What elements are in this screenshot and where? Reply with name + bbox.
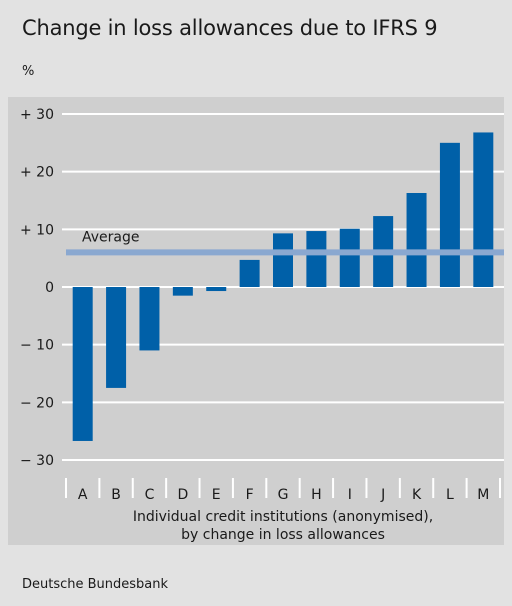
x-tick-label: G — [278, 487, 289, 503]
y-tick-label: + 30 — [20, 107, 54, 123]
x-tick-label: J — [380, 487, 385, 503]
unit-label: % — [22, 64, 35, 79]
y-tick-label: + 10 — [20, 222, 54, 238]
bar — [473, 132, 494, 287]
x-tick-label: B — [111, 487, 121, 503]
x-tick-label: D — [177, 487, 188, 503]
bar — [406, 193, 427, 287]
bar — [273, 233, 293, 287]
x-tick-label: A — [78, 487, 88, 503]
source-label: Deutsche Bundesbank — [22, 577, 169, 592]
x-tick-label: K — [412, 487, 422, 503]
bar — [106, 287, 127, 388]
bar — [72, 287, 93, 441]
x-axis-label: Individual credit institutions (anonymis… — [133, 509, 433, 525]
bar — [172, 287, 193, 296]
x-tick-label: H — [311, 487, 322, 503]
x-tick-label: C — [145, 487, 155, 503]
y-tick-label: + 20 — [20, 165, 54, 181]
x-tick-label: E — [212, 487, 221, 503]
average-label: Average — [82, 229, 140, 245]
chart-title: Change in loss allowances due to IFRS 9 — [22, 16, 438, 40]
x-tick-label: M — [477, 487, 489, 503]
y-tick-label: − 20 — [20, 395, 54, 411]
x-tick-label: L — [446, 487, 454, 503]
x-tick-label: F — [246, 487, 254, 503]
bar — [439, 142, 460, 287]
bar — [139, 287, 160, 351]
y-tick-label: 0 — [45, 280, 54, 296]
y-tick-label: − 10 — [20, 338, 54, 354]
bar — [306, 231, 327, 287]
x-tick-label: I — [348, 487, 352, 503]
y-tick-label: − 30 — [20, 453, 54, 469]
bar — [339, 228, 360, 287]
bar — [239, 259, 260, 287]
bar — [206, 287, 227, 292]
x-axis-label: by change in loss allowances — [181, 527, 385, 543]
